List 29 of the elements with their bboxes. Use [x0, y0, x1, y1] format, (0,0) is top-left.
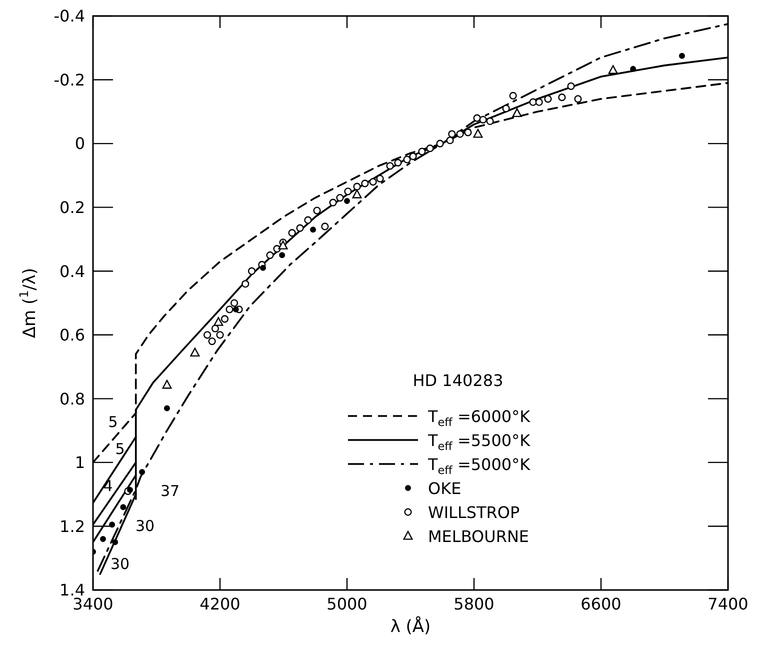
y-tick-label: -0.2	[54, 70, 85, 90]
y-tick-label: 0.4	[60, 262, 85, 281]
legend-label: OKE	[428, 478, 462, 498]
legend-label: WILLSTROP	[428, 502, 520, 522]
legend-label: MELBOURNE	[428, 526, 530, 546]
legend-title: HD 140283	[412, 371, 504, 390]
x-tick-label: 5000	[326, 594, 368, 614]
x-tick-label: 4200	[200, 594, 240, 614]
x-tick-label: 3400	[72, 594, 114, 614]
legend-label: T$_{eff}$ =6000°K	[427, 406, 531, 429]
y-tick-label: 0.8	[60, 389, 85, 408]
annotation: 37	[160, 482, 180, 500]
annotation: 30	[110, 555, 130, 573]
x-axis-title: λ (Å)	[390, 616, 431, 637]
annotation: 5	[115, 440, 125, 458]
y-tick-label: 0	[74, 134, 85, 154]
annotation: 30	[135, 517, 155, 535]
y-tick-label: 0.2	[60, 198, 85, 218]
x-tick-label: 6600	[580, 594, 622, 614]
y-tick-label: 1.2	[60, 516, 85, 536]
y-tick-label: 1	[74, 453, 85, 472]
x-tick-label: 7400	[708, 594, 748, 614]
y-tick-label: 0.6	[60, 326, 85, 345]
annotation: 4	[103, 477, 113, 495]
legend-label: T$_{eff}$ =5500°K	[427, 430, 531, 453]
y-tick-label: -0.4	[54, 6, 85, 26]
annotation: 5	[108, 413, 118, 431]
x-tick-label: 5800	[454, 594, 494, 614]
legend-label: T$_{eff}$ =5000°K	[427, 454, 531, 477]
